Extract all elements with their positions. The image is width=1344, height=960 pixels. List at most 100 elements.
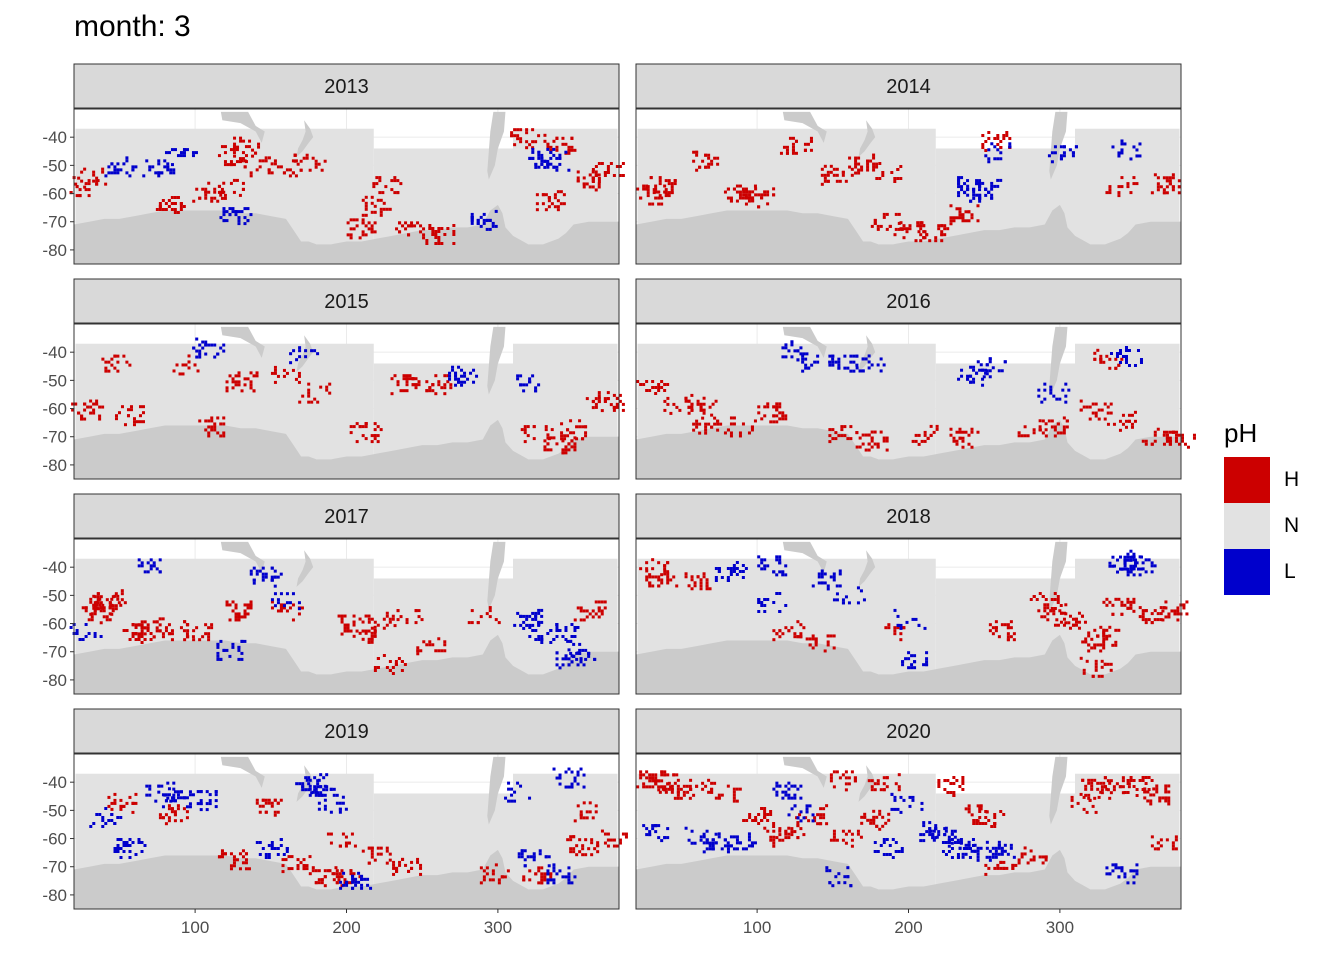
cell-L [961,855,965,859]
cell-H [600,409,604,413]
cell-H [1005,134,1009,137]
cell-H [820,182,824,186]
cell-H [1108,625,1112,629]
cell-H [1117,628,1121,632]
cell-L [291,592,295,596]
cell-L [116,816,120,819]
cell-H [382,617,386,621]
cell-H [207,638,211,642]
cell-L [288,601,292,605]
cell-H [183,620,187,624]
cell-H [243,377,247,381]
cell-H [1109,779,1113,783]
cell-H [204,187,208,191]
cell-H [829,170,833,174]
cell-L [567,878,571,882]
cell-H [555,148,559,152]
cell-L [307,776,311,780]
cell-H [488,615,492,619]
cell-L [182,148,186,152]
cell-L [894,841,898,844]
cell-H [367,614,371,618]
cell-H [1144,609,1148,613]
cell-H [750,428,754,432]
cell-H [660,581,664,585]
cell-H [125,629,129,632]
cell-L [988,360,992,364]
cell-H [364,629,368,633]
cell-H [428,640,432,644]
cell-L [957,185,961,189]
cell-H [1005,866,1009,870]
cell-H [1138,606,1142,610]
cell-H [778,411,782,415]
cell-H [349,425,353,429]
cell-L [216,645,220,649]
cell-H [352,620,356,624]
cell-H [753,419,757,423]
cell-H [1094,414,1098,418]
cell-L [1050,151,1054,155]
cell-H [544,208,548,212]
cell-H [238,157,242,161]
cell-L [101,825,105,828]
cell-H [663,190,667,194]
cell-L [654,824,658,828]
cell-L [753,841,757,845]
cell-H [305,156,309,160]
cell-L [967,843,971,847]
cell-L [763,567,767,571]
cell-H [922,224,926,228]
cell-L [225,210,229,214]
cell-H [352,872,356,876]
cell-L [999,157,1003,161]
cell-H [937,782,941,785]
cell-H [984,863,988,867]
cell-L [549,629,553,632]
cell-L [116,838,120,841]
cell-H [497,881,501,885]
cell-L [1116,570,1120,574]
cell-H [485,872,489,876]
cell-H [615,402,619,406]
cell-H [672,773,676,777]
cell-L [879,357,883,361]
y-tick-label: -50 [42,586,67,605]
cell-L [528,635,532,638]
cell-L [956,838,960,842]
cell-H [1111,643,1115,647]
cell-H [664,787,668,791]
cell-L [900,850,904,853]
cell-H [751,819,755,822]
cell-L [267,856,271,859]
cell-L [572,642,576,646]
y-tick-label: -70 [42,213,67,232]
cell-H [338,872,342,876]
cell-H [922,236,926,240]
cell-L [313,776,317,780]
cell-H [843,425,847,429]
cell-H [282,606,286,610]
cell-H [667,787,671,791]
cell-H [1143,796,1147,800]
cell-H [111,609,115,613]
cell-L [687,838,691,842]
cell-H [1108,781,1112,785]
cell-H [519,128,523,132]
cell-H [232,864,236,868]
cell-H [196,369,200,373]
cell-H [949,791,953,794]
cell-H [663,408,667,412]
cell-L [841,598,845,602]
cell-H [1087,649,1091,653]
cell-H [129,405,133,409]
cell-H [566,428,570,432]
cell-H [1099,649,1103,653]
cell-L [852,354,856,358]
cell-H [1147,776,1151,779]
cell-L [273,592,277,596]
cell-L [199,799,203,803]
cell-L [549,641,553,644]
cell-L [666,836,670,840]
cell-H [569,850,573,854]
